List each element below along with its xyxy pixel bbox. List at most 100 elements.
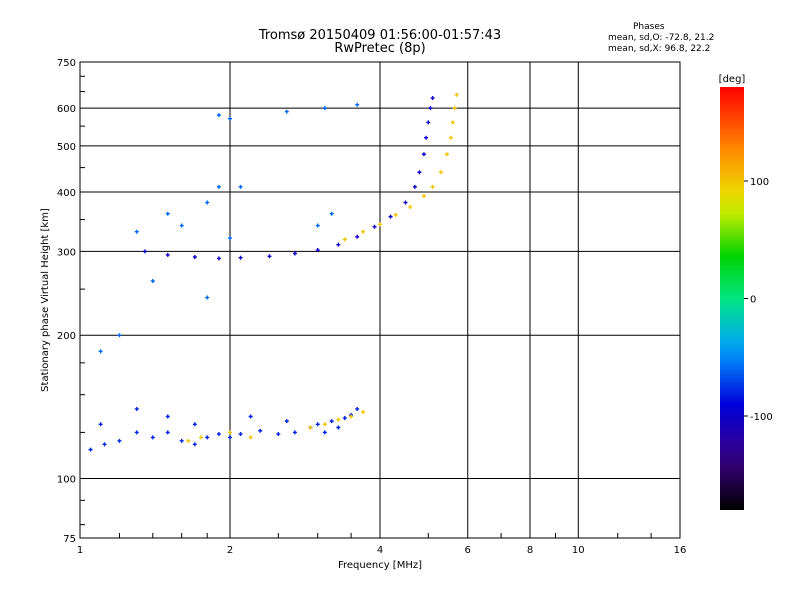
data-point	[430, 96, 435, 101]
data-point	[199, 435, 204, 440]
data-point	[430, 184, 435, 189]
data-point	[322, 106, 327, 111]
x-tick-label: 1	[77, 545, 83, 556]
y-tick-label: 500	[57, 142, 76, 153]
y-tick-label: 750	[57, 58, 76, 69]
data-point	[228, 236, 232, 241]
data-point	[238, 255, 243, 260]
data-point	[315, 248, 320, 253]
y-tick-label: 200	[57, 331, 76, 342]
data-point	[284, 419, 289, 424]
data-point	[322, 422, 327, 427]
data-point	[308, 425, 313, 430]
data-point	[216, 113, 221, 118]
data-point	[117, 438, 122, 443]
x-tick-label: 16	[674, 545, 687, 556]
x-tick-label: 8	[527, 545, 533, 556]
data-point	[355, 102, 360, 107]
data-point	[276, 432, 281, 437]
chart-title: Tromsø 20150409 01:56:00-01:57:43	[258, 28, 502, 43]
data-point	[192, 255, 197, 260]
data-point	[361, 229, 366, 234]
data-point	[192, 422, 197, 427]
data-point	[192, 442, 197, 447]
data-point	[421, 152, 426, 157]
data-point	[426, 120, 431, 125]
colorbar-unit-label: [deg]	[719, 74, 746, 85]
data-point	[98, 349, 103, 354]
data-point	[329, 211, 334, 216]
data-point	[267, 254, 272, 259]
data-point	[292, 430, 297, 435]
data-point	[292, 251, 297, 256]
data-point	[165, 252, 170, 257]
data-point	[372, 224, 377, 229]
data-point	[98, 422, 103, 427]
data-point	[448, 135, 453, 140]
data-point	[336, 425, 341, 430]
data-point	[228, 435, 232, 440]
colorbar-tick-label: 0	[750, 295, 756, 306]
data-point	[412, 184, 417, 189]
x-tick-label: 6	[465, 545, 471, 556]
colorbar-tick-label: 100	[750, 177, 769, 188]
data-point	[102, 442, 107, 447]
data-point	[342, 237, 347, 242]
data-point	[408, 204, 413, 209]
data-point	[150, 279, 155, 284]
data-point	[258, 428, 263, 433]
data-point	[452, 106, 457, 111]
data-point	[205, 435, 210, 440]
x-axis-title: Frequency [MHz]	[338, 560, 422, 571]
data-point	[179, 223, 184, 228]
data-point	[134, 406, 139, 411]
data-point	[238, 184, 243, 189]
data-point	[228, 430, 232, 435]
data-point	[134, 229, 139, 234]
data-point	[336, 242, 341, 247]
y-tick-label: 75	[63, 534, 76, 545]
y-tick-label: 400	[57, 188, 76, 199]
data-point	[428, 106, 433, 111]
data-point	[165, 430, 170, 435]
data-point	[322, 430, 327, 435]
data-point	[150, 435, 155, 440]
data-point	[88, 447, 93, 452]
data-point	[248, 435, 253, 440]
data-point	[403, 200, 408, 205]
data-point	[284, 109, 289, 114]
data-point	[216, 184, 221, 189]
data-point	[438, 170, 443, 175]
data-point	[165, 414, 170, 419]
data-point	[421, 194, 426, 199]
x-tick-label: 10	[572, 545, 585, 556]
colorbar-tick-label: -100	[750, 412, 773, 423]
data-point	[186, 438, 191, 443]
y-tick-label: 600	[57, 104, 76, 115]
data-point	[393, 212, 398, 217]
chart-subtitle: RwPretec (8p)	[334, 41, 426, 56]
data-point	[238, 432, 243, 437]
phase-stats-x: mean, sd,X: 96.8, 22.2	[608, 44, 711, 54]
x-tick-label: 4	[377, 545, 383, 556]
data-point	[134, 430, 139, 435]
y-axis-title: Stationary phase Virtual Height [km]	[40, 208, 51, 392]
data-point	[165, 211, 170, 216]
data-point	[424, 135, 429, 140]
data-point	[216, 432, 221, 437]
data-point	[179, 438, 184, 443]
data-point	[388, 214, 393, 219]
x-tick-label: 2	[227, 545, 233, 556]
data-point	[454, 92, 459, 97]
data-point	[450, 120, 455, 125]
y-tick-label: 100	[57, 475, 76, 486]
data-point	[349, 414, 354, 419]
data-point	[315, 422, 320, 427]
data-point	[417, 170, 422, 175]
data-point	[444, 152, 449, 157]
data-point	[336, 417, 341, 422]
y-tick-label: 300	[57, 247, 76, 258]
data-point	[216, 256, 221, 261]
data-point	[329, 419, 334, 424]
